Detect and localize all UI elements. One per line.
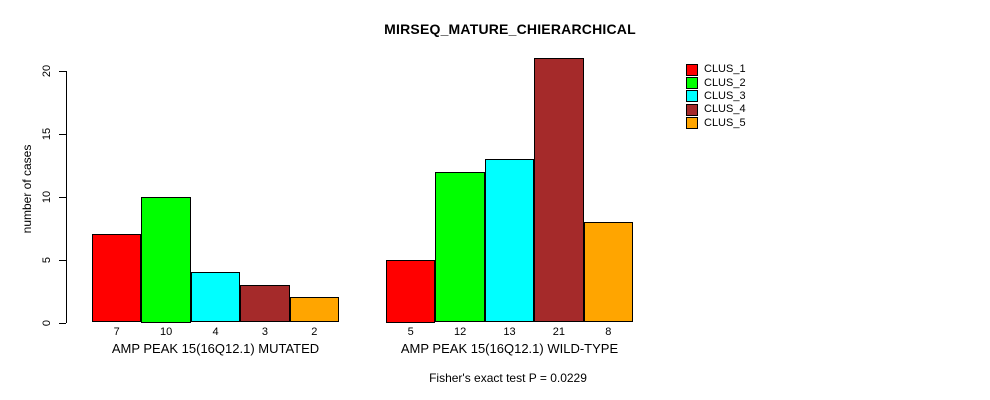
legend-swatch — [686, 63, 698, 76]
y-tick-mark — [59, 71, 66, 72]
bar-value-label: 3 — [261, 325, 268, 338]
legend-item-clus_1: CLUS_1 — [686, 63, 746, 76]
bar-clus_5-group2 — [583, 221, 633, 323]
bar-value-label: 21 — [552, 325, 566, 338]
bar-value-label: 5 — [407, 325, 414, 338]
legend-label: CLUS_1 — [704, 63, 746, 76]
bar-clus_3-group2 — [484, 159, 535, 323]
y-tick-mark — [59, 322, 66, 324]
bar-clus_4-group1 — [240, 284, 290, 323]
legend-swatch — [686, 103, 698, 116]
bar-clus_2-group2 — [435, 171, 485, 323]
bar-clus_3-group1 — [190, 272, 241, 323]
bar-clus_1-group2 — [386, 259, 436, 323]
bar-clus_2-group1 — [141, 196, 191, 323]
bar-value-label: 2 — [311, 325, 318, 338]
y-tick-label: 5 — [41, 256, 53, 263]
legend-swatch — [686, 77, 698, 90]
bar-clus_1-group1 — [92, 234, 142, 323]
legend-label: CLUS_3 — [704, 89, 746, 102]
y-tick-mark — [59, 259, 66, 261]
y-tick-label: 10 — [41, 190, 53, 203]
bar-value-label: 4 — [212, 325, 219, 338]
legend-item-clus_3: CLUS_3 — [686, 90, 746, 103]
bar-value-label: 8 — [605, 325, 612, 338]
legend-item-clus_5: CLUS_5 — [686, 117, 746, 130]
legend-item-clus_2: CLUS_2 — [686, 76, 746, 90]
bar-clus_4-group2 — [534, 58, 584, 323]
chart-title: MIRSEQ_MATURE_CHIERARCHICAL — [384, 21, 636, 37]
bar-value-label: 10 — [159, 325, 173, 338]
legend-label: CLUS_4 — [704, 103, 746, 116]
stat-annotation: Fisher's exact test P = 0.0229 — [429, 371, 587, 385]
legend-swatch — [686, 117, 698, 130]
legend-label: CLUS_2 — [704, 76, 746, 89]
y-tick-label: 15 — [41, 127, 53, 140]
bar-value-label: 12 — [453, 325, 467, 338]
legend-label: CLUS_5 — [704, 116, 746, 129]
y-tick-label: 20 — [41, 64, 53, 78]
bar-value-label: 7 — [113, 325, 120, 338]
legend-item-clus_4: CLUS_4 — [686, 103, 746, 116]
y-tick-mark — [59, 196, 66, 198]
bar-value-label: 13 — [503, 325, 516, 338]
bar-clus_5-group1 — [289, 297, 339, 323]
y-tick-label: 0 — [41, 319, 53, 326]
legend: CLUS_1 CLUS_2 CLUS_3 CLUS_4 CLUS_5 — [686, 63, 746, 130]
y-axis-line — [66, 71, 67, 323]
group-axis-label: AMP PEAK 15(16Q12.1) WILD-TYPE — [400, 341, 619, 356]
legend-swatch — [686, 90, 698, 103]
y-tick-mark — [59, 133, 66, 135]
y-axis-label: number of cases — [20, 144, 34, 234]
group-axis-label: AMP PEAK 15(16Q12.1) MUTATED — [111, 341, 320, 356]
